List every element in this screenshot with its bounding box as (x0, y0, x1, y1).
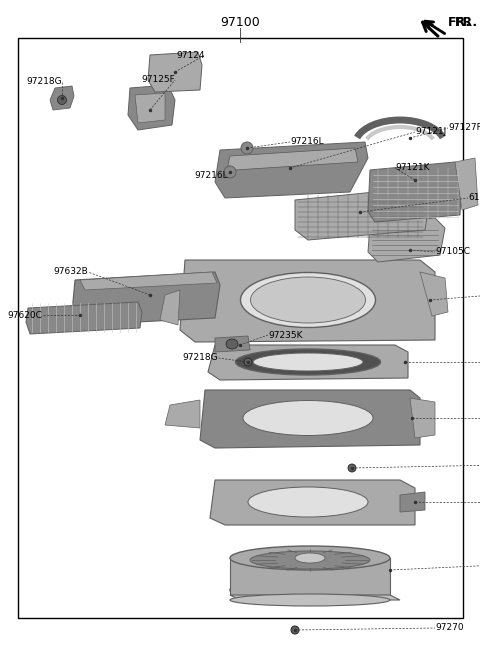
Bar (18, 38, 463, 618)
Text: 97216L: 97216L (194, 171, 228, 180)
Ellipse shape (251, 277, 365, 323)
Polygon shape (72, 272, 220, 325)
Text: 97121J: 97121J (415, 127, 446, 136)
Text: 97620C: 97620C (7, 310, 42, 319)
Polygon shape (128, 85, 175, 130)
Text: 97216L: 97216L (290, 138, 324, 146)
Polygon shape (420, 272, 448, 316)
Polygon shape (230, 595, 400, 600)
Text: 97218G: 97218G (182, 354, 218, 363)
Text: 97105C: 97105C (435, 247, 470, 256)
Polygon shape (215, 142, 368, 198)
Polygon shape (410, 398, 435, 438)
Polygon shape (80, 272, 217, 290)
Text: 97235K: 97235K (268, 331, 302, 340)
Polygon shape (455, 158, 478, 210)
Text: 97121K: 97121K (395, 163, 430, 173)
Ellipse shape (291, 626, 299, 634)
Polygon shape (200, 390, 420, 448)
Polygon shape (368, 162, 462, 222)
Ellipse shape (295, 553, 325, 563)
Text: 97100: 97100 (220, 16, 260, 28)
Ellipse shape (236, 349, 381, 375)
Text: 97218G: 97218G (26, 77, 62, 87)
Ellipse shape (58, 96, 67, 104)
Ellipse shape (250, 551, 370, 569)
Polygon shape (210, 480, 415, 525)
Polygon shape (400, 492, 425, 512)
Text: 97127F: 97127F (448, 123, 480, 133)
Polygon shape (228, 148, 358, 170)
Polygon shape (26, 302, 142, 334)
Ellipse shape (248, 487, 368, 517)
Ellipse shape (253, 353, 363, 371)
Ellipse shape (241, 142, 253, 154)
Ellipse shape (230, 576, 390, 604)
Polygon shape (148, 52, 202, 92)
Ellipse shape (230, 546, 390, 570)
Ellipse shape (230, 594, 390, 606)
Text: FR.: FR. (448, 16, 471, 28)
Text: 97632B: 97632B (53, 268, 88, 276)
Text: 97270: 97270 (435, 623, 464, 632)
Text: 61B05A: 61B05A (468, 194, 480, 203)
Polygon shape (160, 290, 180, 325)
Polygon shape (50, 86, 74, 110)
Ellipse shape (243, 401, 373, 436)
Ellipse shape (240, 272, 375, 327)
Ellipse shape (244, 358, 252, 366)
Polygon shape (215, 336, 250, 352)
Ellipse shape (224, 166, 236, 178)
Polygon shape (230, 558, 390, 595)
Polygon shape (295, 188, 430, 240)
Ellipse shape (348, 464, 356, 472)
Text: 97124: 97124 (177, 51, 205, 60)
Polygon shape (165, 400, 200, 428)
Text: FR.: FR. (455, 16, 478, 28)
Ellipse shape (226, 339, 238, 349)
Polygon shape (208, 345, 408, 380)
Polygon shape (180, 260, 435, 342)
Polygon shape (368, 218, 445, 262)
Polygon shape (135, 93, 165, 123)
Text: 97125F: 97125F (141, 75, 175, 85)
